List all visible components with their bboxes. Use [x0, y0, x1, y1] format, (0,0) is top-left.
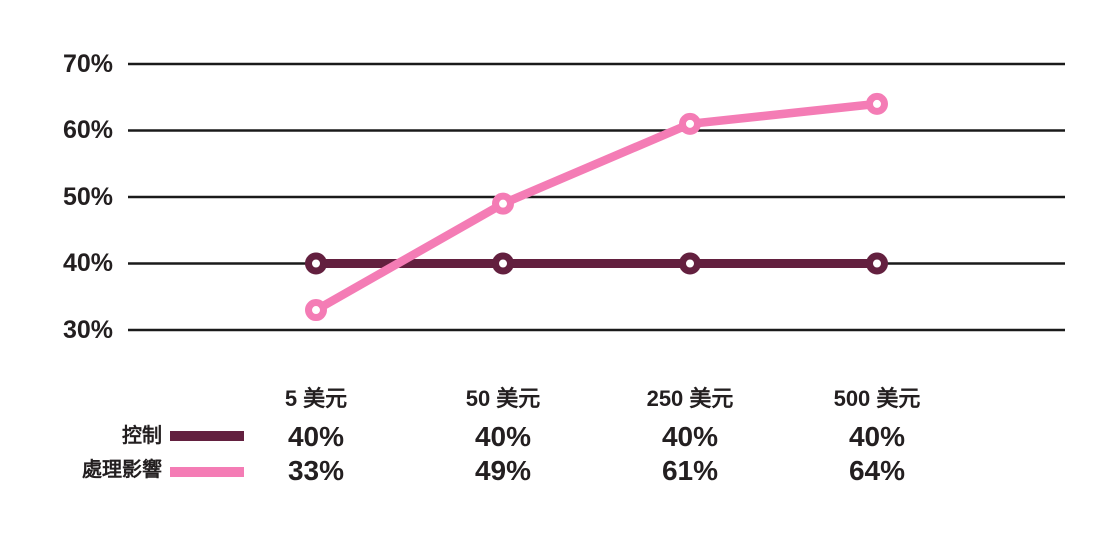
y-tick-label: 30%	[62, 315, 113, 344]
legend-label-treatment: 處理影響	[82, 459, 162, 481]
y-tick-label: 40%	[62, 249, 113, 277]
column-header-5usd: 5 美元	[284, 386, 348, 411]
table-cell-treatment-5usd: 33%	[287, 455, 345, 486]
column-header-500usd: 500 美元	[833, 386, 921, 411]
table-cell-control-5usd: 40%	[287, 421, 345, 452]
series-treatment-marker	[866, 92, 888, 115]
series-control-marker	[305, 252, 327, 275]
series-control-marker	[866, 252, 888, 275]
legend-label-control: 控制	[122, 425, 162, 447]
series-treatment-marker	[305, 299, 327, 322]
legend-swatch-treatment	[170, 467, 244, 477]
series-treatment-line	[313, 99, 878, 314]
column-header-50usd: 50 美元	[465, 386, 541, 411]
table-cell-control-250usd: 40%	[661, 421, 719, 452]
table-cell-treatment-50usd: 49%	[474, 455, 532, 486]
y-tick-label: 50%	[62, 182, 113, 211]
series-control-marker	[492, 252, 514, 275]
table-cell-treatment-250usd: 61%	[661, 455, 719, 486]
table-cell-control-500usd: 40%	[848, 421, 906, 452]
series-treatment-marker	[492, 192, 514, 215]
table-cell-treatment-500usd: 64%	[848, 455, 906, 486]
legend-swatch-control	[170, 431, 244, 441]
chart-plot-area	[128, 62, 1065, 332]
series-treatment-marker	[679, 112, 701, 135]
column-header-250usd: 250 美元	[646, 386, 734, 411]
table-cell-control-50usd: 40%	[474, 421, 532, 452]
series-control-marker	[679, 252, 701, 275]
y-tick-label: 70%	[62, 49, 113, 78]
y-tick-label: 60%	[62, 116, 113, 144]
